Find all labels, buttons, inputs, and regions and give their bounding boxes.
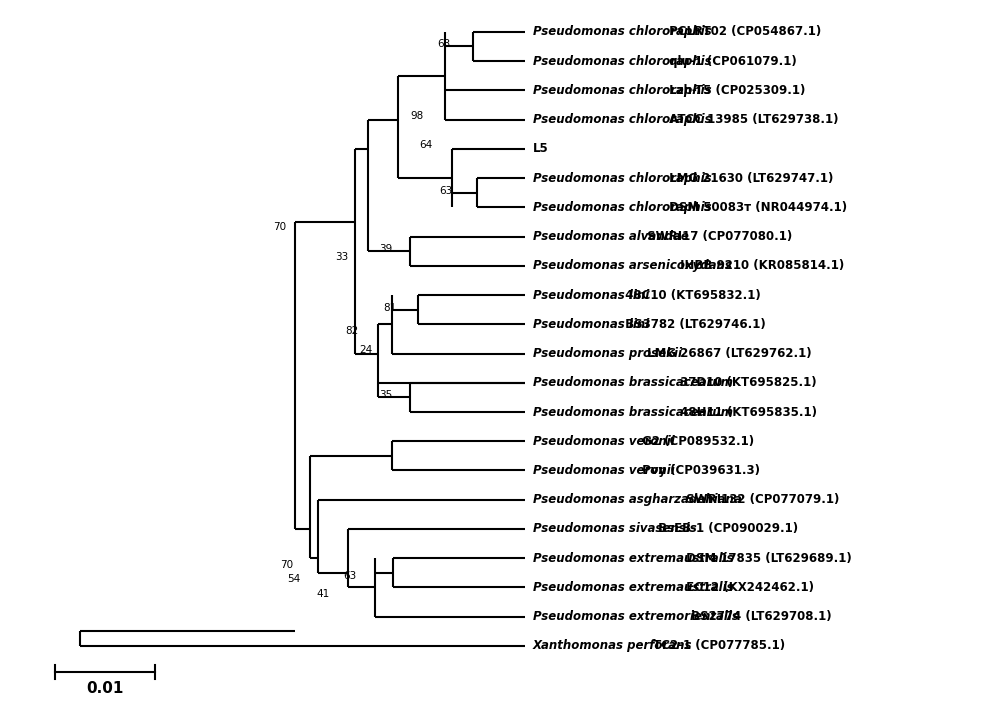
Text: Pseudomonas chlororaphis: Pseudomonas chlororaphis <box>533 113 712 126</box>
Text: Pseudomonas arsenicoxydans: Pseudomonas arsenicoxydans <box>533 259 732 273</box>
Text: DSM 50083ᴛ (NR044974.1): DSM 50083ᴛ (NR044974.1) <box>665 201 847 214</box>
Text: 63: 63 <box>343 571 356 582</box>
Text: 48H11 (KT695835.1): 48H11 (KT695835.1) <box>676 405 817 419</box>
Text: 41: 41 <box>317 589 330 599</box>
Text: G2 (CP089532.1): G2 (CP089532.1) <box>638 435 754 448</box>
Text: Pseudomonas brassicacearum: Pseudomonas brassicacearum <box>533 405 733 419</box>
Text: Lzh-T5 (CP025309.1): Lzh-T5 (CP025309.1) <box>665 84 805 97</box>
Text: Pseudomonas chlororaphis: Pseudomonas chlororaphis <box>533 172 712 184</box>
Text: Pseudomonas extremaustralis: Pseudomonas extremaustralis <box>533 581 734 594</box>
Text: Pseudomonas veronii: Pseudomonas veronii <box>533 435 675 448</box>
Text: SWRI17 (CP077080.1): SWRI17 (CP077080.1) <box>643 230 792 243</box>
Text: Pseudomonas chlororaphis: Pseudomonas chlororaphis <box>533 25 712 38</box>
Text: 70: 70 <box>273 222 286 232</box>
Text: 24: 24 <box>360 345 373 355</box>
Text: SWRI132 (CP077079.1): SWRI132 (CP077079.1) <box>682 493 839 506</box>
Text: Pseudomonas sivasensis: Pseudomonas sivasensis <box>533 522 697 535</box>
Text: 70: 70 <box>280 561 293 570</box>
Text: Pseudomonas lini: Pseudomonas lini <box>533 289 649 301</box>
Text: Pseudomonas veronii: Pseudomonas veronii <box>533 464 675 477</box>
Text: Xanthomonas perforans: Xanthomonas perforans <box>533 640 692 652</box>
Text: 37D10 (KT695825.1): 37D10 (KT695825.1) <box>676 376 817 389</box>
Text: ATCC 13985 (LT629738.1): ATCC 13985 (LT629738.1) <box>665 113 838 126</box>
Text: Pseudomonas chlororaphis: Pseudomonas chlororaphis <box>533 54 712 68</box>
Text: Pseudomonas extremorientalis: Pseudomonas extremorientalis <box>533 610 739 623</box>
Text: LMG 21630 (LT629747.1): LMG 21630 (LT629747.1) <box>665 172 833 184</box>
Text: BS3782 (LT629746.1): BS3782 (LT629746.1) <box>621 318 766 330</box>
Text: 48C10 (KT695832.1): 48C10 (KT695832.1) <box>621 289 761 301</box>
Text: 0.01: 0.01 <box>86 681 124 696</box>
Text: DSM 17835 (LT629689.1): DSM 17835 (LT629689.1) <box>682 552 851 565</box>
Text: EC12 (KX242462.1): EC12 (KX242462.1) <box>682 581 814 594</box>
Text: 63: 63 <box>440 186 453 196</box>
Text: Pseudomonas brassicacearum: Pseudomonas brassicacearum <box>533 376 733 389</box>
Text: 98: 98 <box>411 111 424 121</box>
Text: L5: L5 <box>533 143 549 155</box>
Text: 63: 63 <box>438 40 451 49</box>
Text: 82: 82 <box>345 326 358 336</box>
Text: Pseudomonas extremaustralis: Pseudomonas extremaustralis <box>533 552 734 565</box>
Text: Pseudomonas asgharzadehiana: Pseudomonas asgharzadehiana <box>533 493 742 506</box>
Text: Pseudomonas chlororaphis: Pseudomonas chlororaphis <box>533 201 712 214</box>
Text: BsEB-1 (CP090029.1): BsEB-1 (CP090029.1) <box>654 522 798 535</box>
Text: 81: 81 <box>384 302 397 313</box>
Text: Pseudomonas lini: Pseudomonas lini <box>533 318 649 330</box>
Text: Pseudomonas chlororaphis: Pseudomonas chlororaphis <box>533 84 712 97</box>
Text: IHBB 9210 (KR085814.1): IHBB 9210 (KR085814.1) <box>676 259 844 273</box>
Text: Pvy (CP039631.3): Pvy (CP039631.3) <box>638 464 760 477</box>
Text: LMG 26867 (LT629762.1): LMG 26867 (LT629762.1) <box>643 347 812 360</box>
Text: TC2-1 (CP077785.1): TC2-1 (CP077785.1) <box>649 640 785 652</box>
Text: PCLRT02 (CP054867.1): PCLRT02 (CP054867.1) <box>665 25 821 38</box>
Text: Pseudomonas alvandae: Pseudomonas alvandae <box>533 230 689 243</box>
Text: Pseudomonas prosekii: Pseudomonas prosekii <box>533 347 682 360</box>
Text: BS2774 (LT629708.1): BS2774 (LT629708.1) <box>687 610 832 623</box>
Text: 54: 54 <box>287 574 300 585</box>
Text: 39: 39 <box>379 244 392 254</box>
Text: 35: 35 <box>379 390 392 400</box>
Text: 64: 64 <box>419 140 432 150</box>
Text: qlu-1 (CP061079.1): qlu-1 (CP061079.1) <box>665 54 797 68</box>
Text: 33: 33 <box>335 253 348 263</box>
